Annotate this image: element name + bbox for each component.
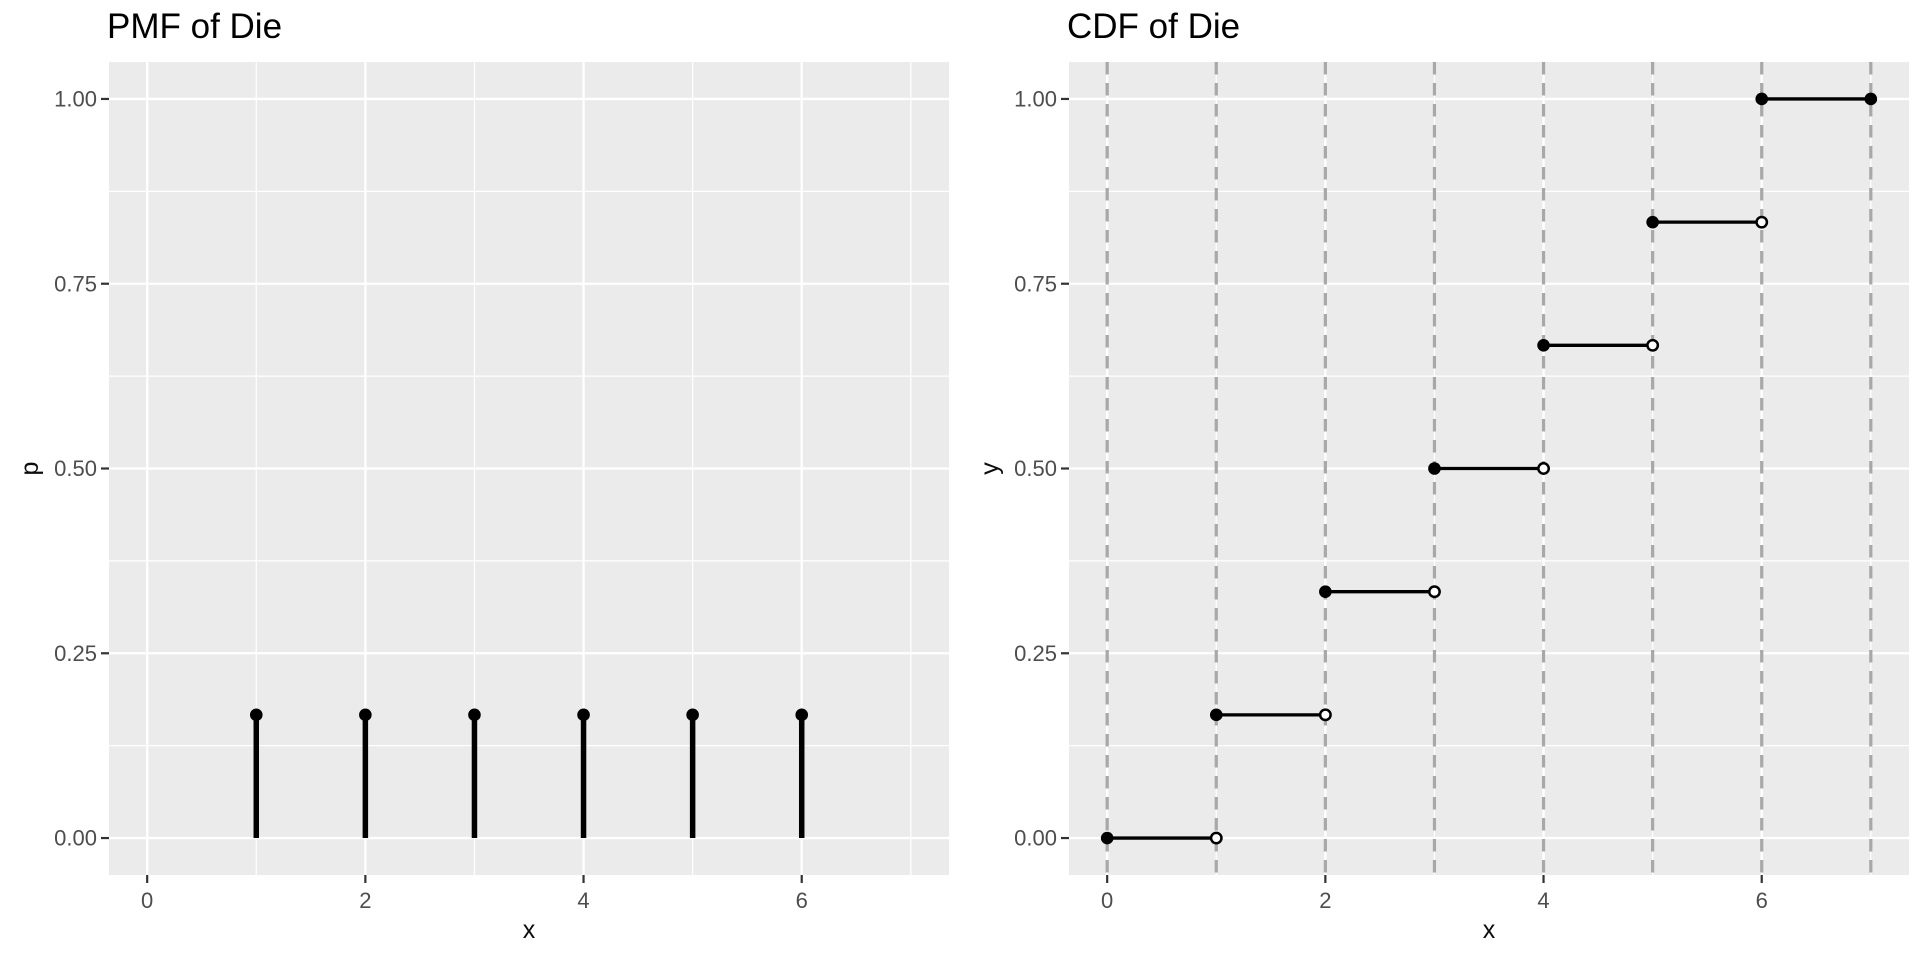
pmf-plot: 0 2 4 6 0.00 0.25 0.50 0.75 1.00 PMF of Die x p (16, 7, 949, 944)
x-tick-label: 2 (1319, 888, 1331, 913)
cdf-x-axis-title: x (1483, 916, 1496, 944)
cdf-chart-svg: 0 2 4 6 0.00 0.25 0.50 0.75 1.00 CDF of Die x y (976, 7, 1909, 944)
pmf-y-axis-title: p (16, 462, 44, 476)
pmf-plot-title: PMF of Die (107, 7, 282, 46)
cdf-open-point (1755, 215, 1769, 229)
cdf-closed-point (1319, 585, 1332, 599)
cdf-closed-point (1100, 831, 1114, 845)
cdf-closed-point (1209, 708, 1223, 722)
cdf-closed-point (1646, 215, 1659, 229)
y-tick-label: 0.00 (54, 826, 97, 851)
y-tick-label: 0.25 (54, 641, 97, 666)
x-tick-label: 0 (1101, 888, 1113, 913)
x-tick-label: 2 (359, 888, 371, 913)
cdf-open-point (1537, 462, 1550, 475)
pmf-point (577, 708, 590, 722)
cdf-y-axis-title: y (976, 462, 1004, 475)
cdf-panel-group: 0 2 4 6 0.00 0.25 0.50 0.75 1.00 (1014, 62, 1909, 913)
pmf-point (359, 708, 372, 722)
cdf-plot-title: CDF of Die (1067, 7, 1240, 46)
cdf-open-point (1209, 831, 1223, 845)
pmf-panel-group: 0 2 4 6 0.00 0.25 0.50 0.75 1.00 (54, 62, 949, 913)
pmf-x-axis-title: x (523, 916, 536, 944)
pmf-chart-svg: 0 2 4 6 0.00 0.25 0.50 0.75 1.00 PMF of Die x p (16, 7, 949, 944)
cdf-open-point (1318, 708, 1332, 722)
cdf-closed-point (1428, 462, 1441, 475)
y-tick-label: 0.50 (1014, 456, 1057, 481)
x-tick-label: 6 (1756, 888, 1768, 913)
x-tick-label: 6 (796, 888, 808, 913)
y-tick-label: 0.25 (1014, 641, 1057, 666)
y-tick-label: 1.00 (54, 87, 97, 112)
cdf-closed-point (1755, 92, 1769, 106)
cdf-closed-point (1864, 92, 1878, 106)
pmf-point (249, 708, 263, 722)
x-tick-label: 4 (577, 888, 589, 913)
cdf-plot: 0 2 4 6 0.00 0.25 0.50 0.75 1.00 CDF of Die x y (960, 0, 1920, 960)
y-tick-label: 0.75 (1014, 271, 1057, 296)
cdf-open-point (1428, 585, 1441, 599)
pmf-point (686, 708, 699, 722)
y-tick-label: 0.00 (1014, 826, 1057, 851)
pmf-point (795, 708, 809, 722)
cdf-closed-point (1537, 338, 1550, 352)
x-tick-label: 4 (1537, 888, 1549, 913)
y-tick-label: 1.00 (1014, 87, 1057, 112)
y-tick-label: 0.50 (54, 456, 97, 481)
pmf-point (468, 708, 481, 722)
y-tick-label: 0.75 (54, 271, 97, 296)
x-tick-label: 0 (141, 888, 153, 913)
cdf-open-point (1646, 338, 1660, 352)
